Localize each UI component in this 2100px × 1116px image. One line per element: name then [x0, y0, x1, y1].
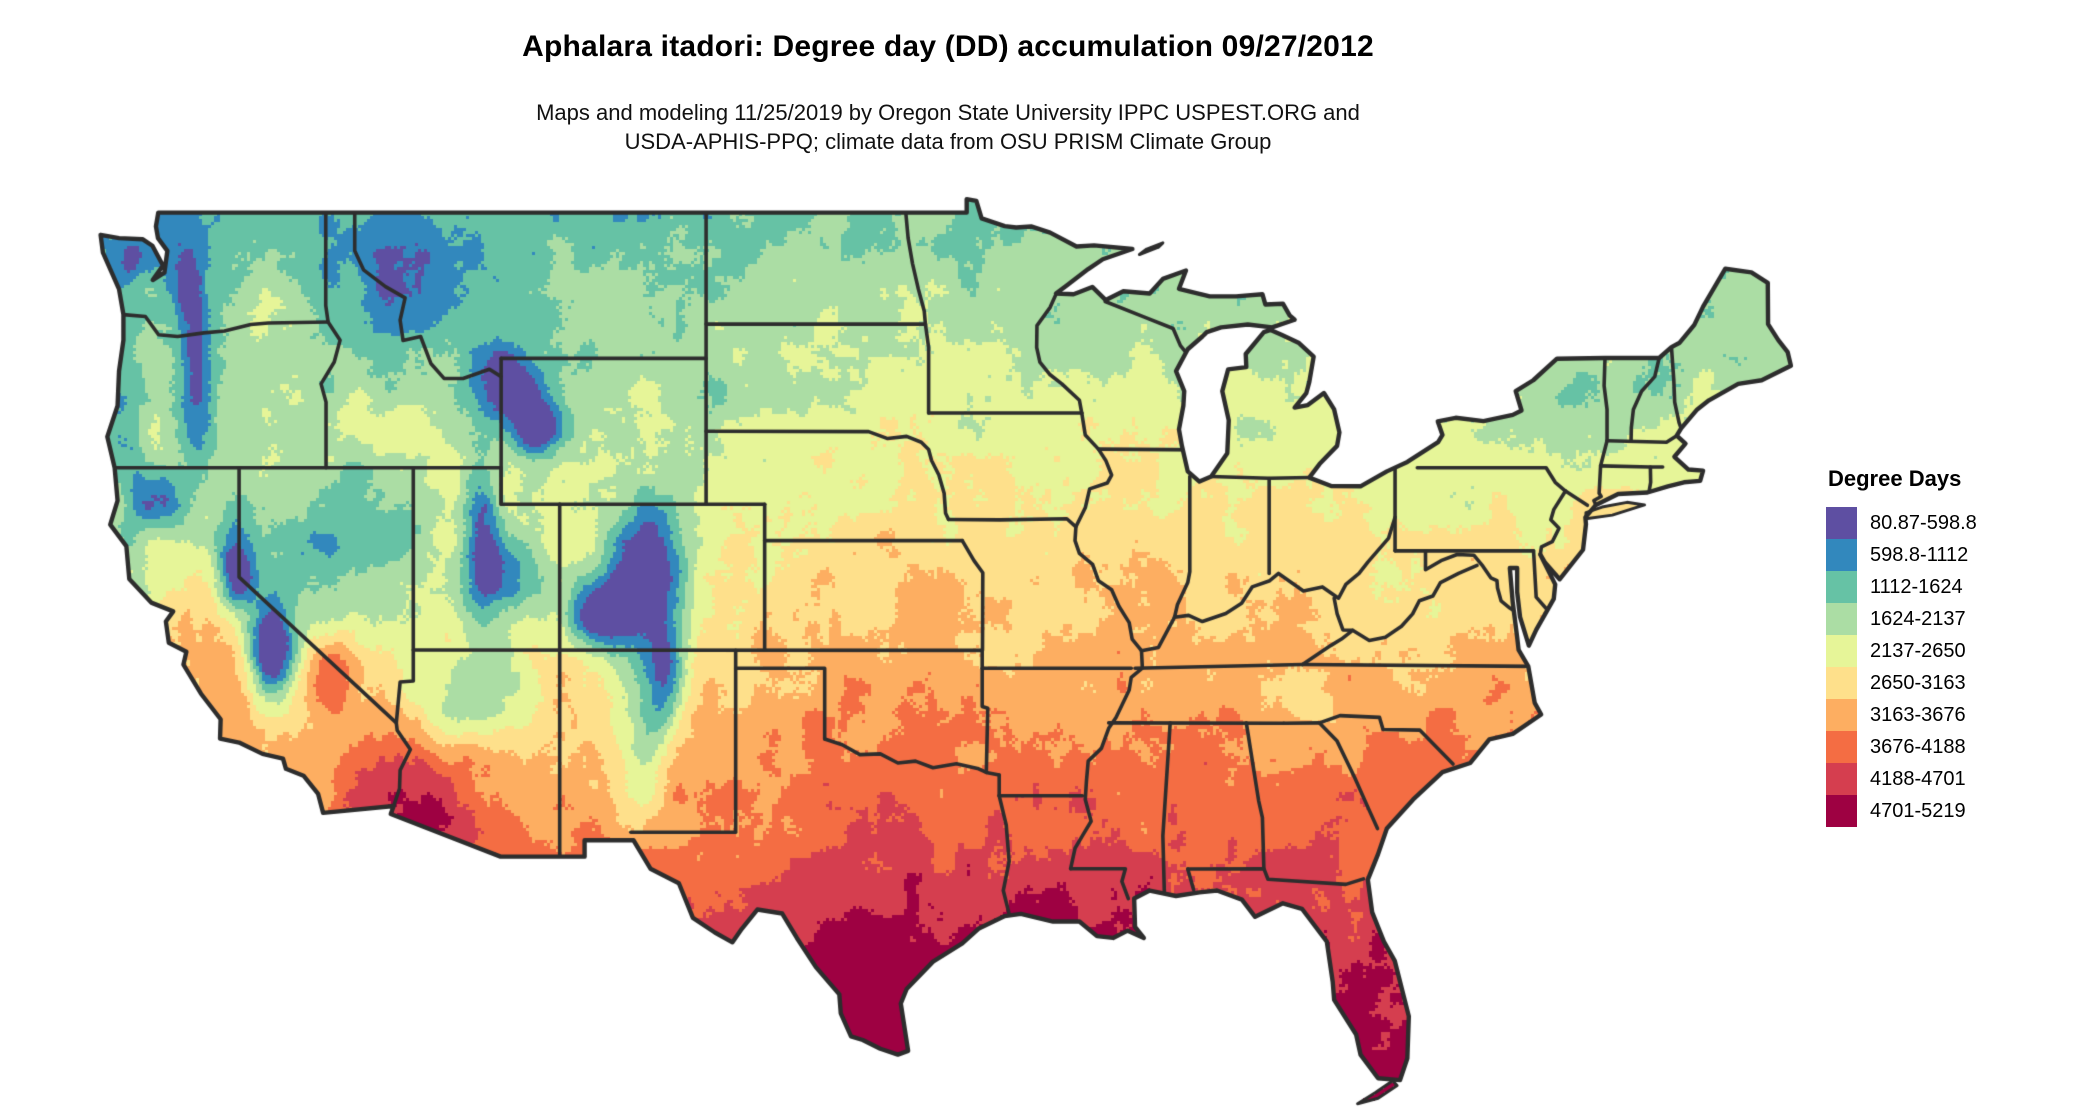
legend-item: 1112-1624	[1826, 571, 1977, 603]
legend-item-label: 2137-2650	[1870, 639, 1966, 662]
legend-item-label: 3163-3676	[1870, 703, 1966, 726]
legend-color-swatch	[1826, 731, 1857, 763]
map-subtitle-line2: USDA-APHIS-PPQ; climate data from OSU PR…	[624, 129, 1272, 154]
legend-item-label: 4188-4701	[1870, 767, 1966, 790]
legend-item-label: 80.87-598.8	[1870, 511, 1977, 534]
legend-color-swatch	[1826, 699, 1857, 731]
legend-item: 3163-3676	[1826, 699, 1977, 731]
title-block: Aphalara itadori: Degree day (DD) accumu…	[0, 30, 1896, 156]
legend-color-swatch	[1826, 507, 1857, 539]
legend-item: 4701-5219	[1826, 795, 1977, 827]
legend-item: 4188-4701	[1826, 763, 1977, 795]
legend-item: 2650-3163	[1826, 667, 1977, 699]
legend-color-swatch	[1826, 763, 1857, 795]
legend-item: 1624-2137	[1826, 603, 1977, 635]
legend-color-swatch	[1826, 795, 1857, 827]
legend-items: 80.87-598.8 598.8-1112 1112-1624 1624-2137 2…	[1826, 507, 1977, 827]
legend-item: 598.8-1112	[1826, 539, 1977, 571]
legend-item-label: 1112-1624	[1870, 575, 1963, 598]
legend-item-label: 2650-3163	[1870, 671, 1966, 694]
legend-item-label: 1624-2137	[1870, 607, 1966, 630]
map-title: Aphalara itadori: Degree day (DD) accumu…	[522, 30, 1374, 63]
map-subtitle-line1: Maps and modeling 11/25/2019 by Oregon S…	[536, 100, 1360, 125]
legend-item: 2137-2650	[1826, 635, 1977, 667]
legend-color-swatch	[1826, 571, 1857, 603]
legend-item: 80.87-598.8	[1826, 507, 1977, 539]
degree-days-legend: Degree Days 80.87-598.8 598.8-1112 1112-16…	[1826, 466, 1977, 827]
legend-color-swatch	[1826, 603, 1857, 635]
legend-item-label: 598.8-1112	[1870, 543, 1969, 566]
legend-color-swatch	[1826, 539, 1857, 571]
legend-item-label: 4701-5219	[1870, 799, 1966, 822]
legend-color-swatch	[1826, 667, 1857, 699]
legend-title: Degree Days	[1828, 466, 1962, 491]
legend-item: 3676-4188	[1826, 731, 1977, 763]
legend-color-swatch	[1826, 635, 1857, 667]
legend-item-label: 3676-4188	[1870, 735, 1966, 758]
